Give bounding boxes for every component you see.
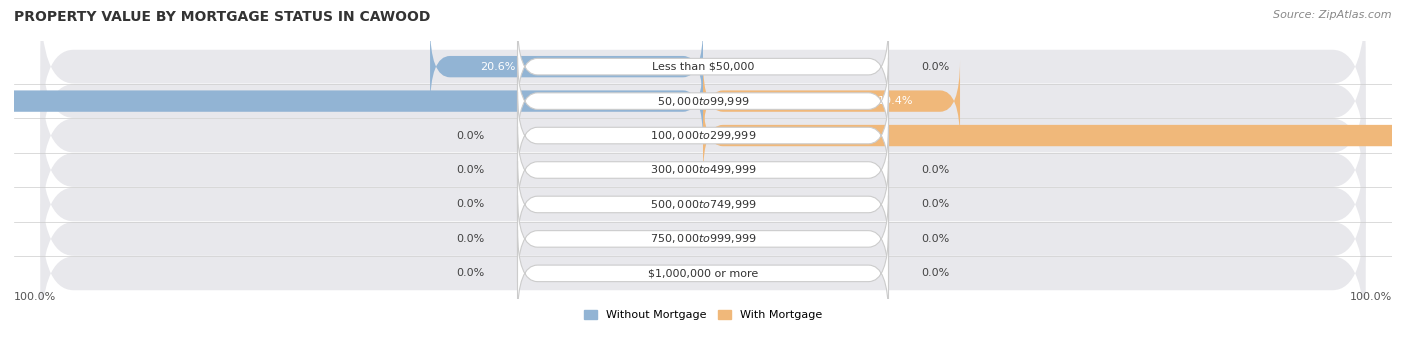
Text: PROPERTY VALUE BY MORTGAGE STATUS IN CAWOOD: PROPERTY VALUE BY MORTGAGE STATUS IN CAW… <box>14 10 430 24</box>
Text: 0.0%: 0.0% <box>921 268 950 278</box>
FancyBboxPatch shape <box>517 23 889 110</box>
Text: Less than $50,000: Less than $50,000 <box>652 62 754 72</box>
FancyBboxPatch shape <box>41 0 1365 136</box>
FancyBboxPatch shape <box>41 66 1365 205</box>
Text: 0.0%: 0.0% <box>456 200 485 209</box>
Text: $750,000 to $999,999: $750,000 to $999,999 <box>650 233 756 245</box>
FancyBboxPatch shape <box>703 95 1406 176</box>
FancyBboxPatch shape <box>41 135 1365 274</box>
FancyBboxPatch shape <box>41 32 1365 170</box>
Text: $100,000 to $299,999: $100,000 to $299,999 <box>650 129 756 142</box>
FancyBboxPatch shape <box>430 26 703 108</box>
FancyBboxPatch shape <box>517 195 889 282</box>
Text: 0.0%: 0.0% <box>456 234 485 244</box>
Text: 0.0%: 0.0% <box>921 62 950 72</box>
FancyBboxPatch shape <box>517 58 889 144</box>
Text: 0.0%: 0.0% <box>921 234 950 244</box>
Legend: Without Mortgage, With Mortgage: Without Mortgage, With Mortgage <box>579 306 827 325</box>
Text: $300,000 to $499,999: $300,000 to $499,999 <box>650 164 756 176</box>
FancyBboxPatch shape <box>517 92 889 179</box>
FancyBboxPatch shape <box>41 170 1365 308</box>
Text: 0.0%: 0.0% <box>456 165 485 175</box>
Text: 100.0%: 100.0% <box>1350 292 1392 303</box>
Text: 0.0%: 0.0% <box>921 200 950 209</box>
Text: $50,000 to $99,999: $50,000 to $99,999 <box>657 95 749 107</box>
FancyBboxPatch shape <box>0 60 703 142</box>
Text: 20.6%: 20.6% <box>481 62 516 72</box>
FancyBboxPatch shape <box>41 204 1365 340</box>
FancyBboxPatch shape <box>517 161 889 248</box>
Text: 100.0%: 100.0% <box>14 292 56 303</box>
Text: 19.4%: 19.4% <box>877 96 914 106</box>
FancyBboxPatch shape <box>41 101 1365 239</box>
FancyBboxPatch shape <box>517 230 889 317</box>
Text: 0.0%: 0.0% <box>456 131 485 140</box>
Text: Source: ZipAtlas.com: Source: ZipAtlas.com <box>1274 10 1392 20</box>
Text: 0.0%: 0.0% <box>456 268 485 278</box>
Text: $1,000,000 or more: $1,000,000 or more <box>648 268 758 278</box>
FancyBboxPatch shape <box>517 126 889 214</box>
FancyBboxPatch shape <box>703 60 960 142</box>
Text: 0.0%: 0.0% <box>921 165 950 175</box>
Text: $500,000 to $749,999: $500,000 to $749,999 <box>650 198 756 211</box>
